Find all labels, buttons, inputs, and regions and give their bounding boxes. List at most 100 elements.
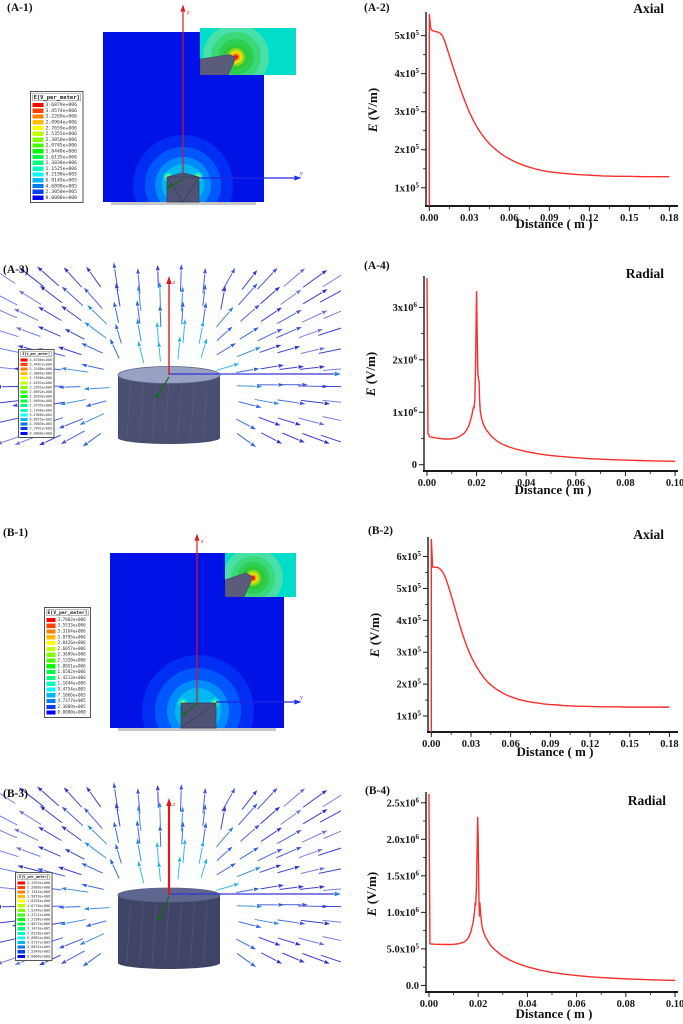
chart-title-b2: Axial — [633, 527, 664, 542]
colorbar-swatch — [46, 693, 56, 698]
colorbar-value: 4.7377e+005 — [57, 698, 86, 704]
colorbar-title: E[V_per_meter] — [17, 874, 51, 880]
colorbar-row: 3.6879e+006 — [32, 102, 81, 108]
colorbar-swatch — [46, 675, 56, 680]
colorbar-swatch — [20, 408, 28, 412]
colorbar-row: 1.3795e+006 — [20, 403, 53, 408]
colorbar-value: 1.6582e+006 — [57, 669, 86, 675]
colorbar-row: 1.4213e+006 — [46, 675, 89, 681]
colorbar-value: 4.5983e+005 — [29, 422, 53, 427]
colorbar-swatch — [32, 178, 44, 183]
colorbar-value: 2.0745e+006 — [45, 142, 77, 149]
y-axis-units: (V/m) — [365, 87, 380, 124]
colorbar-swatch — [46, 704, 56, 709]
y-axis-symbol: E — [367, 648, 382, 658]
colorbar-value: 0.0000e+000 — [57, 710, 86, 716]
colorbar-swatch — [32, 131, 44, 137]
colorbar-value: 4.6099e+005 — [45, 183, 77, 189]
colorbar-row: 2.0692e+006 — [20, 389, 53, 395]
colorbar-swatch — [46, 635, 56, 640]
colorbar-value: 1.1844e+006 — [57, 681, 86, 687]
colorbar-swatch — [20, 395, 28, 399]
colorbar-row: 1.8295e+006 — [17, 899, 50, 904]
y-axis-symbol: E — [364, 907, 379, 917]
colorbar-value: 2.8426e+006 — [57, 640, 86, 646]
tick-label: 0.02 — [469, 999, 487, 1010]
colorbar-swatch — [46, 629, 56, 634]
y-axis-label-b4: E (V/m) — [364, 872, 380, 916]
colorbar-row: 1.6770e+006 — [17, 903, 50, 908]
colorbar-swatch — [20, 427, 28, 431]
tick-label: 0.0 — [406, 981, 419, 992]
colorbar-swatch — [32, 114, 44, 119]
colorbar-value: 0.0000e+000 — [29, 431, 53, 436]
y-axis-label-a4: E (V/m) — [363, 352, 379, 396]
colorbar-row: 7.6228e+005 — [17, 931, 50, 936]
colorbar-swatch — [20, 367, 28, 371]
colorbar-row: 4.6099e+005 — [32, 183, 81, 189]
colorbar-swatch — [17, 918, 25, 922]
chart-a4: 0 1x106 2x106 3x106 0.00 0.02 0.04 0.06 0.08 0.10 — [393, 276, 683, 489]
colorbar-row: 2.7590e+006 — [20, 376, 52, 381]
colorbar-swatch — [17, 936, 25, 940]
colorbar-row: 2.3689e+006 — [46, 652, 89, 658]
colorbar-swatch — [20, 376, 28, 380]
panel-label-a4: (A-4) — [364, 260, 390, 272]
colorbar-value: 2.2991e+005 — [29, 426, 53, 431]
colorbar-value: 6.0982e+005 — [27, 935, 51, 940]
colorbar-row: 1.8393e+006 — [20, 394, 52, 399]
tick-label: 0.00 — [422, 739, 440, 750]
colorbar-row: 3.0795e+006 — [46, 634, 89, 640]
tick-label: 0.06 — [567, 999, 585, 1010]
colorbar-row: 6.9149e+005 — [32, 177, 81, 183]
colorbar-swatch — [20, 358, 28, 362]
colorbar-row: 4.5737e+005 — [17, 940, 50, 945]
colorbar-row: 4.7377e+005 — [46, 698, 89, 704]
data-curve — [428, 794, 676, 982]
tick-label: 3x105 — [397, 646, 422, 659]
colorbar-row: 1.1525e+006 — [32, 166, 81, 172]
colorbar-value: 2.2868e+006 — [27, 885, 51, 890]
colorbar-swatch — [32, 183, 44, 189]
panel-label-a3: (A-3) — [3, 264, 29, 276]
tick-label: 0.18 — [660, 213, 678, 224]
data-curve — [430, 539, 670, 732]
colorbar-value: 7.1066e+005 — [57, 692, 86, 698]
tick-label: 0.00 — [418, 478, 436, 489]
colorbar-row: 1.6094e+006 — [20, 399, 52, 404]
colorbar-row: 6.0982e+005 — [17, 935, 51, 941]
colorbar-row: 2.3689e+005 — [46, 704, 89, 710]
colorbar-swatch — [20, 385, 28, 389]
colorbar-value: 1.6135e+006 — [45, 154, 77, 160]
colorbar-row: 6.8975e+005 — [20, 417, 52, 422]
colorbar-swatch — [46, 710, 56, 715]
y-axis-units: (V/m) — [364, 871, 379, 908]
colorbar-value: 3.4487e+006 — [29, 362, 53, 367]
colorbar-row: 4.5983e+005 — [20, 422, 53, 427]
tick-label: 6x105 — [397, 550, 422, 563]
colorbar-row: 2.9889e+006 — [20, 371, 52, 376]
colorbar-swatch — [20, 418, 28, 422]
panel-label-b4: (B-4) — [365, 785, 390, 797]
y-axis-symbol: E — [365, 123, 380, 133]
colorbar-title: E[V_per_meter] — [20, 351, 53, 357]
colorbar-swatch — [32, 160, 44, 166]
tick-label: 1x105 — [395, 181, 420, 194]
colorbar-value: 3.2188e+006 — [29, 366, 53, 371]
colorbar-swatch — [17, 904, 25, 908]
colorbar-swatch — [46, 658, 56, 663]
tick-label: 0.00 — [420, 999, 438, 1010]
panel-b2: 1x105 2x105 3x105 4x105 5x105 6x105 0.00 0.03 0.… — [342, 512, 683, 768]
colorbar-value: 2.3050e+006 — [45, 136, 77, 143]
colorbar-value: 1.3795e+006 — [29, 403, 53, 408]
colorbar-row: 3.3164e+006 — [46, 629, 89, 635]
colorbar-value: 2.7659e+006 — [45, 125, 77, 131]
tick-label: 0 — [412, 460, 417, 471]
colorbar-value: 2.0692e+006 — [29, 389, 53, 394]
colorbar-swatch — [17, 927, 25, 931]
colorbar-row: 2.1344e+006 — [17, 890, 50, 895]
tick-label: 0.12 — [580, 213, 598, 224]
colorbar-row: 0.0000e+000 — [32, 195, 81, 201]
